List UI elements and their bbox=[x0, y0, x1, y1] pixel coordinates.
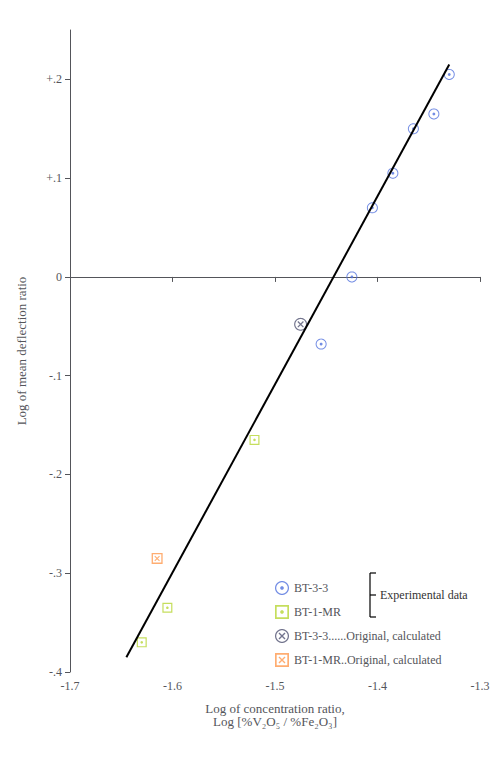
svg-text:Log of mean deflection ratio: Log of mean deflection ratio bbox=[14, 277, 29, 426]
svg-text:-.2: -.2 bbox=[49, 467, 62, 481]
svg-text:0: 0 bbox=[56, 270, 62, 284]
svg-text:+.1: +.1 bbox=[46, 171, 62, 185]
svg-text:BT-1-MR: BT-1-MR bbox=[294, 605, 341, 619]
svg-text:-.3: -.3 bbox=[49, 566, 62, 580]
svg-text:-.4: -.4 bbox=[49, 665, 62, 679]
svg-text:Log of concentration ratio,: Log of concentration ratio, bbox=[205, 701, 345, 716]
svg-text:BT-1-MR..Original, calculated: BT-1-MR..Original, calculated bbox=[294, 653, 442, 667]
svg-text:-1.3: -1.3 bbox=[471, 679, 490, 693]
svg-text:BT-3-3......Original, calculat: BT-3-3......Original, calculated bbox=[294, 629, 441, 643]
svg-text:-1.7: -1.7 bbox=[61, 679, 80, 693]
svg-text:-1.5: -1.5 bbox=[266, 679, 285, 693]
svg-text:-.1: -.1 bbox=[49, 369, 62, 383]
svg-text:-1.4: -1.4 bbox=[368, 679, 387, 693]
svg-text:-1.6: -1.6 bbox=[163, 679, 182, 693]
svg-text:Experimental data: Experimental data bbox=[380, 588, 468, 602]
svg-text:Log [%V₂O₅ / %Fe₂O₃]: Log [%V₂O₅ / %Fe₂O₃] bbox=[213, 714, 337, 729]
svg-text:BT-3-3: BT-3-3 bbox=[294, 581, 328, 595]
svg-text:+.2: +.2 bbox=[46, 72, 62, 86]
